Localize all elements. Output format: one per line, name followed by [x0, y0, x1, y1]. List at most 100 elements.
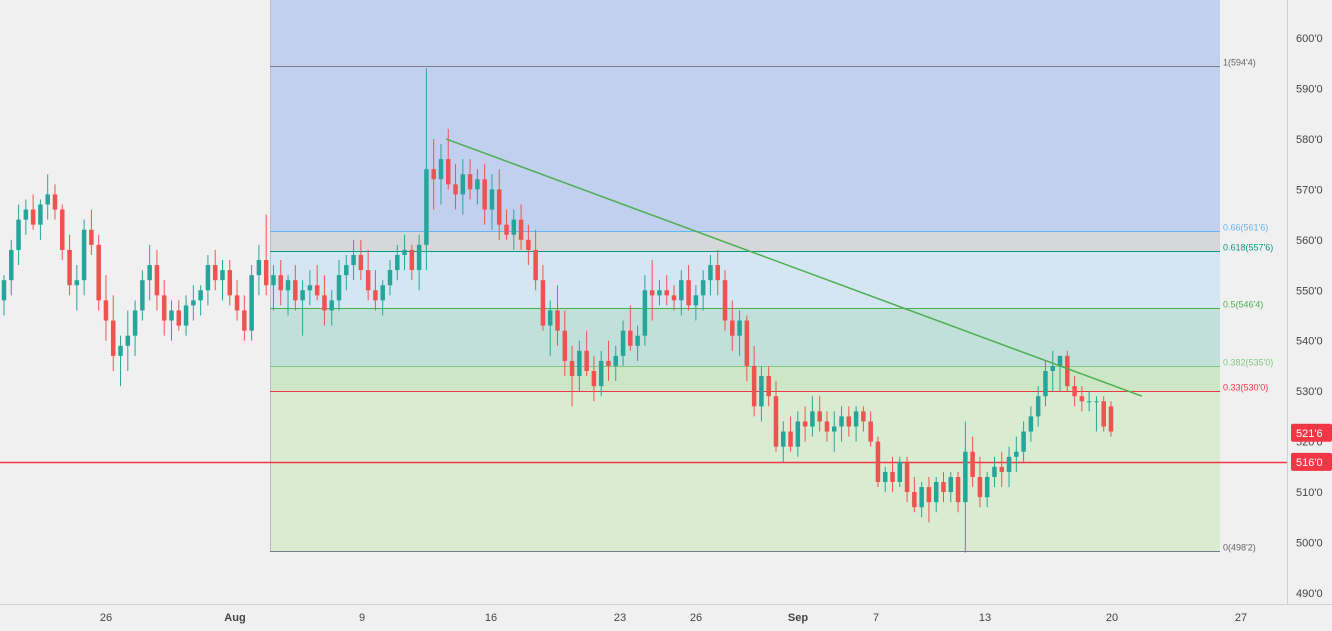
- y-tick-label: 530'0: [1296, 386, 1323, 398]
- candle-body: [861, 411, 866, 422]
- trendline-line[interactable]: [445, 138, 1143, 397]
- candle: [555, 285, 560, 346]
- candle-body: [1028, 416, 1034, 432]
- candle-body: [795, 421, 801, 447]
- fibonacci-retracement[interactable]: [270, 0, 1220, 552]
- candle-body: [912, 492, 917, 508]
- candle-body: [882, 471, 888, 482]
- candle: [271, 265, 276, 311]
- candle-body: [963, 451, 968, 503]
- fib-zone-1: [270, 65, 1220, 231]
- candle: [1065, 350, 1070, 392]
- candle: [831, 411, 837, 452]
- candle: [744, 315, 750, 382]
- candle-body: [256, 260, 262, 276]
- candle-body: [598, 360, 604, 387]
- candle: [358, 239, 364, 281]
- candle-body: [628, 330, 633, 346]
- candle-body: [103, 300, 109, 321]
- candle: [438, 143, 444, 205]
- candle: [897, 456, 903, 488]
- candle: [96, 234, 101, 311]
- candle: [30, 194, 36, 230]
- time-axis[interactable]: 26 Aug 9 16 23 26 Sep 7 13 20 27: [100, 612, 1247, 624]
- candle-body: [373, 290, 378, 301]
- candle: [693, 285, 699, 321]
- trendline[interactable]: [445, 138, 1143, 397]
- candle: [125, 310, 131, 371]
- y-tick-label: 590'0: [1296, 83, 1323, 95]
- candle-body: [118, 345, 123, 356]
- candle: [205, 254, 211, 306]
- candle: [1108, 401, 1114, 437]
- candle-body: [285, 280, 291, 291]
- candle: [402, 234, 407, 271]
- price-tag-label: 516'0: [1296, 457, 1323, 469]
- candle: [730, 300, 735, 351]
- candle: [904, 456, 910, 503]
- candle-body: [606, 360, 611, 366]
- candle-body: [839, 416, 844, 427]
- candle: [620, 320, 626, 366]
- candle-body: [52, 194, 58, 210]
- candle: [1094, 396, 1099, 432]
- candle: [242, 295, 247, 341]
- candle-body: [110, 320, 116, 356]
- candle-body: [183, 305, 189, 326]
- candle-body: [671, 295, 677, 301]
- candle: [817, 396, 822, 432]
- candle-body: [802, 421, 808, 427]
- fib-zone-0.33: [270, 391, 1220, 552]
- candle-body: [831, 426, 837, 432]
- x-tick-label: Aug: [224, 612, 245, 624]
- candle: [584, 330, 589, 377]
- candle-body: [358, 254, 364, 271]
- candle-body: [482, 179, 487, 210]
- candle: [708, 254, 713, 296]
- candle-body: [467, 174, 473, 190]
- candle-body: [1079, 396, 1085, 402]
- candle: [1006, 446, 1012, 488]
- y-tick-label: 490'0: [1296, 588, 1323, 600]
- candle-body: [81, 229, 87, 281]
- candle: [671, 285, 677, 311]
- candle: [424, 68, 429, 271]
- candle: [9, 239, 14, 296]
- candle: [1035, 386, 1041, 427]
- candle-body: [999, 466, 1005, 472]
- candle-body: [722, 280, 728, 321]
- candle: [496, 169, 502, 240]
- candle-body: [30, 209, 36, 225]
- candle-body: [1094, 401, 1099, 403]
- candle: [977, 456, 983, 508]
- candle: [700, 270, 706, 311]
- price-axis[interactable]: 600'0 590'0 580'0 570'0 560'0 550'0 540'0 530'0…: [1296, 33, 1323, 600]
- candle-body: [679, 280, 684, 301]
- candle-body: [402, 249, 407, 255]
- candle: [52, 184, 58, 220]
- candle: [912, 476, 917, 513]
- candle: [751, 345, 757, 417]
- candle-body: [955, 476, 961, 503]
- candle-body: [526, 239, 531, 250]
- x-tick-label: 20: [1106, 612, 1118, 624]
- candle-body: [933, 482, 939, 503]
- candle: [314, 265, 320, 301]
- candle-body: [322, 295, 327, 311]
- candle-body: [649, 290, 655, 296]
- candle-body: [1065, 355, 1070, 387]
- candle: [890, 456, 895, 493]
- candle-body: [948, 476, 954, 493]
- candle-body: [60, 209, 65, 250]
- candle-body: [191, 300, 196, 306]
- candle: [227, 260, 233, 306]
- candle-body: [314, 285, 320, 296]
- candle: [1050, 350, 1055, 392]
- candle-body: [212, 265, 218, 281]
- candle: [176, 300, 182, 331]
- candle: [489, 174, 495, 230]
- candle-body: [387, 270, 393, 286]
- candle-body: [737, 320, 742, 336]
- candle-body: [161, 295, 167, 321]
